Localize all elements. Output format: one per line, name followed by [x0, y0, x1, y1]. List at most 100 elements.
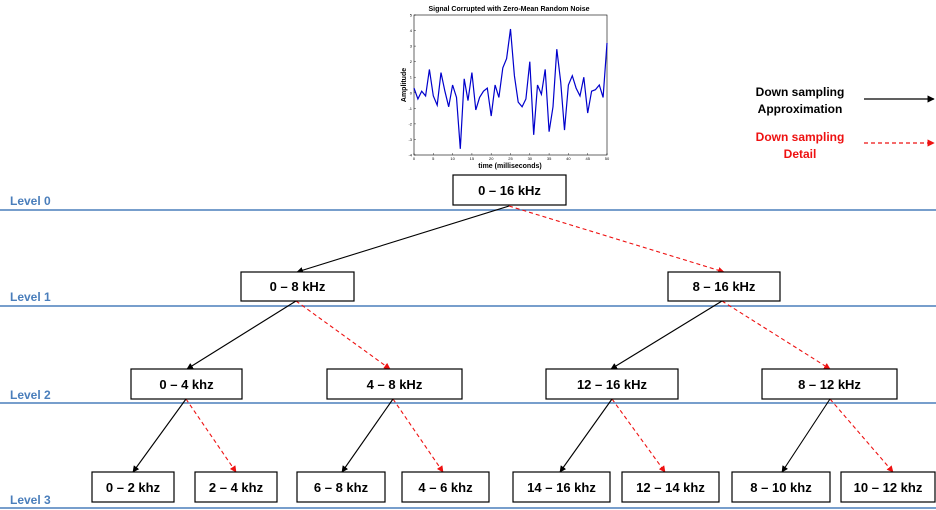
node-box [91, 471, 175, 503]
node-box [761, 368, 898, 400]
node-box [840, 471, 936, 503]
y-tick-label: 0 [410, 90, 413, 95]
level-3-label: Level 3 [10, 493, 51, 507]
chart-title: Signal Corrupted with Zero-Mean Random N… [428, 6, 589, 13]
approx-arrow-l1b [610, 300, 723, 370]
node-level2-d: 8 – 12 kHz [761, 368, 898, 400]
level-lines [0, 209, 936, 509]
node-box [194, 471, 278, 503]
x-tick-label: 30 [528, 156, 533, 161]
approx-arrow-l2b [341, 398, 394, 473]
legend-detail-label-1: Down sampling [756, 130, 845, 144]
node-level1-detail: 8 – 16 kHz [667, 271, 781, 302]
detail-arrow-l1b [721, 300, 831, 370]
node-level3-d: 4 – 6 khz [401, 471, 490, 503]
legend-approx-label-1: Down sampling [756, 85, 845, 99]
node-level3-b: 2 – 4 khz [194, 471, 278, 503]
detail-arrow-l2b [392, 398, 444, 473]
x-tick-label: 0 [413, 156, 416, 161]
node-level0: 0 – 16 kHz [452, 174, 567, 206]
node-box [731, 471, 831, 503]
node-level3-g: 8 – 10 khz [731, 471, 831, 503]
chart-ylabel: Amplitude [401, 68, 408, 102]
node-label: 4 – 8 kHz [367, 377, 423, 392]
y-tick-label: -1 [408, 106, 412, 111]
signal-chart: Signal Corrupted with Zero-Mean Random N… [401, 6, 610, 170]
level-1-label: Level 1 [10, 290, 51, 304]
y-tick-label: 3 [410, 44, 413, 49]
node-label: 0 – 4 khz [159, 377, 214, 392]
node-label: 8 – 16 kHz [693, 279, 756, 294]
node-label: 10 – 12 khz [854, 480, 923, 495]
signal-series-line [413, 28, 608, 149]
node-label: 0 – 16 kHz [478, 183, 541, 198]
x-tick-label: 45 [585, 156, 590, 161]
node-level3-c: 6 – 8 khz [296, 471, 386, 503]
y-tick-label: 4 [410, 28, 413, 33]
node-box [621, 471, 720, 503]
legend-approx-label-2: Approximation [758, 102, 843, 116]
node-box [240, 271, 355, 302]
node-box [512, 471, 611, 503]
detail-arrow-l2c [611, 398, 666, 473]
y-tick-label: 2 [410, 59, 413, 64]
node-label: 4 – 6 khz [418, 480, 473, 495]
node-label: 2 – 4 khz [209, 480, 264, 495]
node-level3-h: 10 – 12 khz [840, 471, 936, 503]
detail-arrow-l0 [508, 205, 725, 274]
level-2-label: Level 2 [10, 388, 51, 402]
x-tick-label: 25 [508, 156, 513, 161]
approx-arrow-l0 [296, 205, 510, 274]
approx-arrow-l2c [559, 398, 613, 473]
level-0-label: Level 0 [10, 194, 51, 208]
node-box [545, 368, 679, 400]
tree-nodes: 0 – 16 kHz 0 – 8 kHz 8 – 16 kHz 0 – 4 kh… [91, 174, 936, 503]
node-label: 6 – 8 khz [314, 480, 369, 495]
approx-arrow-l2a [132, 398, 187, 473]
detail-arrow-l2d [829, 398, 894, 473]
node-level1-approx: 0 – 8 kHz [240, 271, 355, 302]
x-tick-label: 5 [432, 156, 435, 161]
approx-arrow-l2d [781, 398, 831, 473]
node-label: 12 – 16 kHz [577, 377, 648, 392]
x-tick-label: 20 [489, 156, 494, 161]
legend-detail-label-2: Detail [784, 147, 817, 161]
detail-arrow-l1a [295, 300, 391, 370]
node-level2-c: 12 – 16 kHz [545, 368, 679, 400]
node-label: 0 – 8 kHz [270, 279, 326, 294]
node-label: 12 – 14 khz [636, 480, 705, 495]
detail-arrow-l2a [185, 398, 237, 473]
y-tick-label: -4 [408, 153, 412, 158]
node-label: 14 – 16 khz [527, 480, 596, 495]
node-level2-b: 4 – 8 kHz [326, 368, 463, 400]
chart-xlabel: time (milliseconds) [478, 163, 541, 170]
y-tick-label: -3 [408, 137, 412, 142]
node-level3-e: 14 – 16 khz [512, 471, 611, 503]
x-tick-label: 50 [605, 156, 610, 161]
node-level3-a: 0 – 2 khz [91, 471, 175, 503]
node-label: 0 – 2 khz [106, 480, 161, 495]
y-tick-label: -2 [408, 121, 412, 126]
node-box [401, 471, 490, 503]
approx-arrow-l1a [186, 300, 297, 370]
x-tick-label: 35 [547, 156, 552, 161]
node-label: 8 – 10 khz [750, 480, 812, 495]
node-label: 8 – 12 kHz [798, 377, 861, 392]
node-box [326, 368, 463, 400]
node-box [296, 471, 386, 503]
y-tick-label: 1 [410, 75, 413, 80]
x-tick-label: 15 [470, 156, 475, 161]
legend: Down sampling Approximation Down samplin… [756, 85, 935, 161]
node-box [130, 368, 243, 400]
x-tick-label: 10 [450, 156, 455, 161]
y-tick-label: 5 [410, 13, 413, 18]
node-level2-a: 0 – 4 khz [130, 368, 243, 400]
x-tick-label: 40 [566, 156, 571, 161]
tree-arrows [132, 205, 894, 473]
node-box [452, 174, 567, 206]
level-labels: Level 0 Level 1 Level 2 Level 3 [10, 194, 51, 507]
node-level3-f: 12 – 14 khz [621, 471, 720, 503]
node-box [667, 271, 781, 302]
